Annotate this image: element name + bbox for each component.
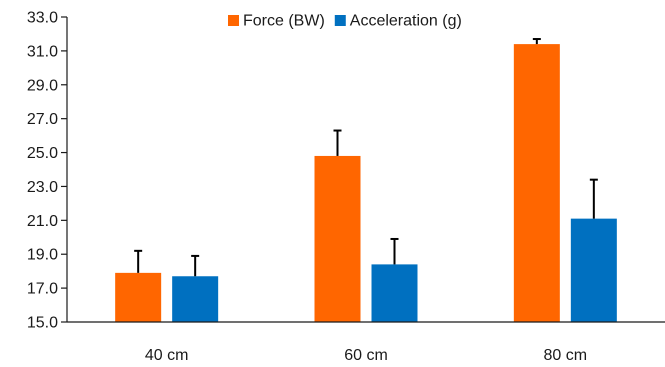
y-axis: 15.0 17.0 19.0 21.0 23.0 25.0 27.0 29.0 31.0 33.0 xyxy=(27,10,68,332)
y-tick-label: 25.0 xyxy=(27,145,58,162)
x-tick-label: 80 cm xyxy=(544,347,588,364)
x-tick-label: 40 cm xyxy=(145,347,189,364)
legend-swatch xyxy=(228,15,239,26)
x-axis: 40 cm 60 cm 80 cm xyxy=(67,321,665,364)
legend: Force (BW) Acceleration (g) xyxy=(228,13,462,30)
y-tick-label: 27.0 xyxy=(27,111,58,128)
y-tick-label: 29.0 xyxy=(27,77,58,94)
y-tick-label: 33.0 xyxy=(27,10,58,27)
bar xyxy=(172,276,219,322)
y-tick-label: 17.0 xyxy=(27,281,58,298)
y-tick-label: 31.0 xyxy=(27,43,58,60)
legend-swatch xyxy=(334,15,346,26)
y-tick-label: 21.0 xyxy=(27,213,58,230)
x-tick-label: 60 cm xyxy=(344,347,388,364)
bars xyxy=(115,44,617,322)
bar xyxy=(513,44,560,322)
bar xyxy=(570,218,617,322)
bar xyxy=(115,272,162,322)
y-tick-label: 15.0 xyxy=(27,315,58,332)
bar xyxy=(314,155,361,322)
y-tick-label: 19.0 xyxy=(27,247,58,264)
y-tick-label: 23.0 xyxy=(27,179,58,196)
legend-label: Acceleration (g) xyxy=(350,13,462,30)
bar xyxy=(371,264,418,322)
error-bars xyxy=(134,38,598,277)
legend-label: Force (BW) xyxy=(243,13,325,30)
